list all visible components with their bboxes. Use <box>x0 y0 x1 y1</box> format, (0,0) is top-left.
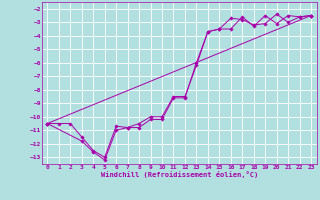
X-axis label: Windchill (Refroidissement éolien,°C): Windchill (Refroidissement éolien,°C) <box>100 171 258 178</box>
